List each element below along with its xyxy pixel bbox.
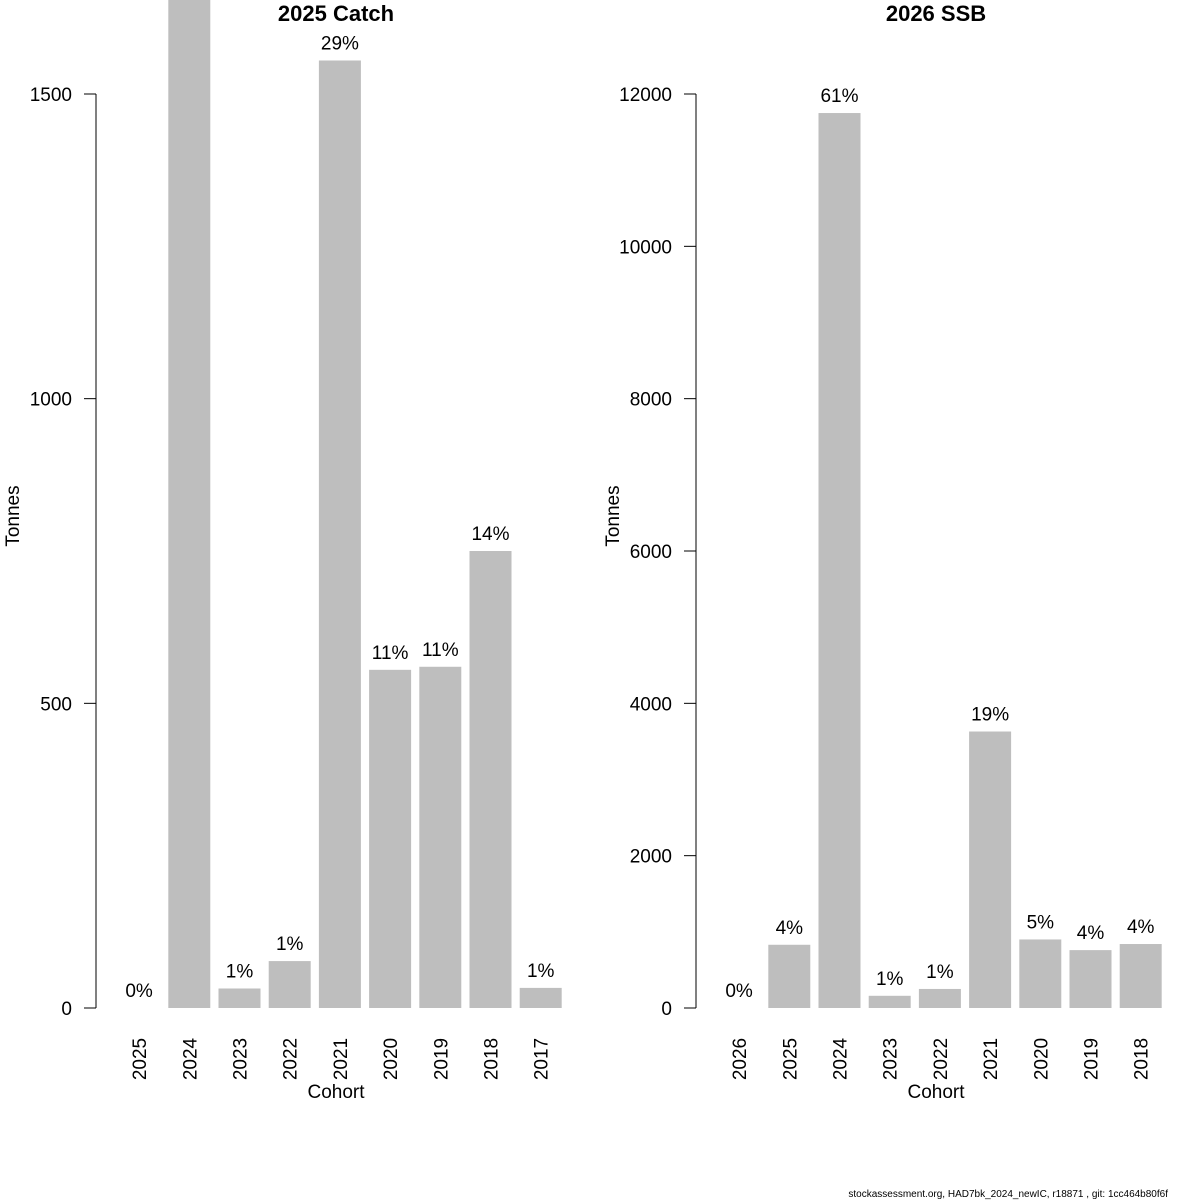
x-tick-label: 2021 [331, 1038, 352, 1080]
y-tick-label: 1000 [30, 390, 72, 411]
y-axis-label: Tonnes [3, 485, 24, 546]
bar-value-label: 4% [776, 918, 804, 939]
bar [818, 113, 861, 1008]
bar-value-label: 61% [820, 86, 858, 107]
x-tick-label: 2018 [1132, 1038, 1153, 1080]
bar-value-label: 0% [125, 981, 153, 1002]
bar-value-label: 1% [527, 961, 555, 982]
bar [519, 987, 562, 1008]
y-axis-ticks: 0 500 1000 1500 [30, 85, 97, 1020]
bar [369, 669, 412, 1008]
x-tick-label: 2022 [931, 1038, 952, 1080]
catch-chart-panel: 2025 Catch Tonnes Cohort 0 500 1000 1500 0%… [3, 0, 562, 1103]
x-tick-label: 2023 [231, 1038, 252, 1080]
y-tick-label: 0 [661, 999, 672, 1020]
bar-value-label: 1% [876, 969, 904, 990]
bar-value-label: 4% [1077, 923, 1105, 944]
data-labels: 0%33%1%1%29%11%11%14%1% [125, 33, 555, 1002]
x-tick-label: 2020 [381, 1038, 402, 1080]
bar-value-label: 29% [321, 33, 359, 54]
bar [868, 995, 911, 1008]
bar-value-label: 4% [1127, 917, 1155, 938]
x-tick-label: 2020 [1031, 1038, 1052, 1080]
bar [969, 731, 1012, 1008]
y-tick-label: 10000 [619, 237, 672, 258]
y-tick-label: 12000 [619, 85, 672, 106]
x-tick-label: 2022 [281, 1038, 302, 1080]
bar-value-label: 5% [1027, 912, 1055, 933]
bar [918, 988, 961, 1008]
x-tick-label: 2023 [881, 1038, 902, 1080]
y-axis-label: Tonnes [603, 485, 624, 546]
bar-value-label: 0% [725, 981, 753, 1002]
bar-value-label: 1% [226, 962, 254, 983]
bar-value-label: 11% [422, 640, 459, 661]
x-tick-label: 2026 [730, 1038, 751, 1080]
bar-value-label: 1% [276, 934, 304, 955]
x-tick-label: 2025 [780, 1038, 801, 1080]
y-tick-label: 0 [61, 999, 72, 1020]
bars [768, 113, 1162, 1008]
x-tick-label: 2019 [1082, 1038, 1103, 1080]
x-tick-label: 2021 [981, 1038, 1002, 1080]
ssb-chart-panel: 2026 SSB Tonnes Cohort 0 2000 4000 6000 8000… [603, 1, 1162, 1103]
x-tick-label: 2024 [831, 1037, 852, 1080]
bar [1119, 944, 1162, 1008]
bar [469, 551, 512, 1008]
bar-value-label: 14% [471, 524, 509, 545]
bar-value-label: 19% [971, 705, 1009, 726]
y-tick-label: 1500 [30, 85, 72, 106]
x-tick-label: 2017 [532, 1038, 553, 1080]
bar [1019, 939, 1062, 1008]
footer-text: stockassessment.org, HAD7bk_2024_newIC, … [848, 1189, 1168, 1200]
data-labels: 0% 4% 61% 1% 1% 19% 5% 4% 4% [725, 86, 1154, 1002]
bar [318, 60, 361, 1008]
y-tick-label: 6000 [630, 542, 672, 563]
chart-title: 2025 Catch [278, 1, 394, 26]
y-axis-ticks: 0 2000 4000 6000 8000 10000 12000 [619, 85, 697, 1020]
bar [768, 944, 811, 1008]
bar-value-label: 11% [372, 643, 409, 664]
bar [1069, 950, 1112, 1008]
x-tick-label: 2024 [180, 1037, 201, 1080]
chart-title: 2026 SSB [886, 1, 986, 26]
x-tick-label: 2025 [130, 1038, 151, 1080]
bar [419, 666, 462, 1008]
bar [168, 0, 211, 1009]
x-tick-label: 2018 [482, 1038, 503, 1080]
x-tick-label: 2019 [431, 1038, 452, 1080]
x-axis-label: Cohort [307, 1082, 365, 1103]
bar [268, 961, 311, 1008]
category-labels: 2025 2024 2023 2022 2021 2020 2019 2018 2017 [130, 1037, 553, 1080]
y-tick-label: 500 [40, 694, 72, 715]
bars [168, 0, 562, 1009]
y-tick-label: 4000 [630, 694, 672, 715]
y-tick-label: 8000 [630, 390, 672, 411]
category-labels: 2026 2025 2024 2023 2022 2021 2020 2019 2018 [730, 1037, 1153, 1080]
bar [218, 988, 261, 1008]
x-axis-label: Cohort [907, 1082, 965, 1103]
y-tick-label: 2000 [630, 847, 672, 868]
bar-value-label: 1% [926, 962, 954, 983]
